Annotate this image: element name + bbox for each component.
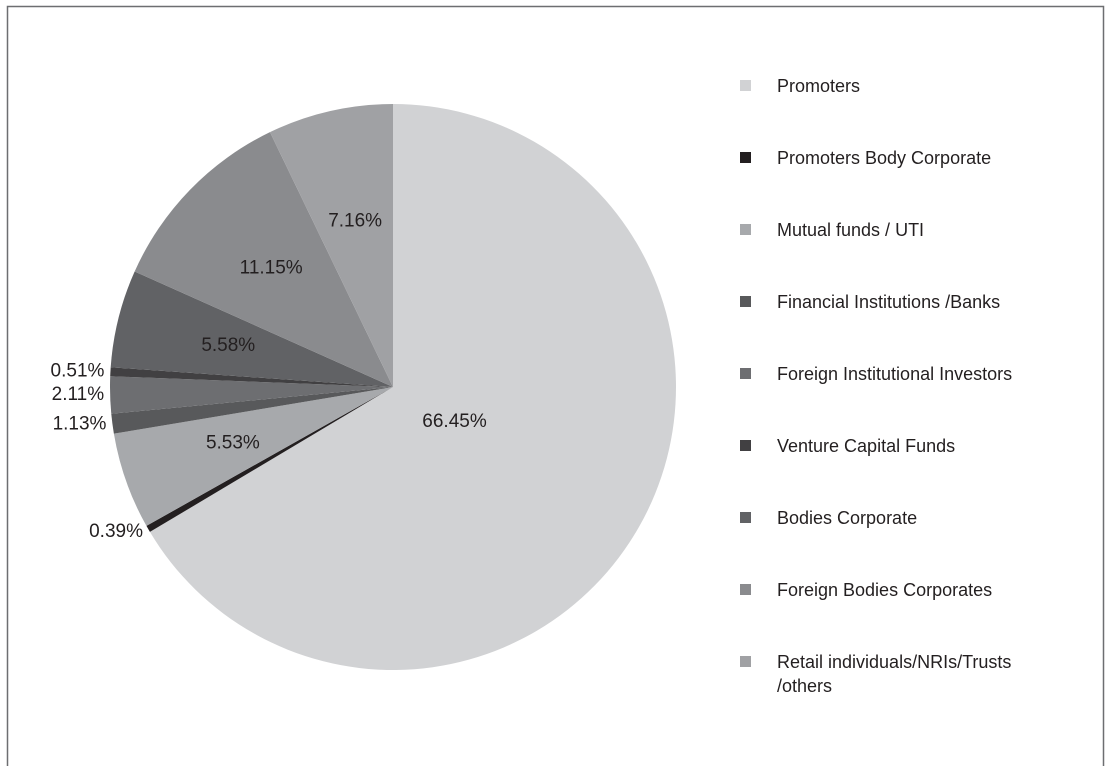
legend-label: Bodies Corporate bbox=[777, 508, 918, 528]
legend-swatch bbox=[740, 512, 751, 523]
legend-swatch bbox=[740, 368, 751, 379]
data-label: 11.15% bbox=[240, 258, 303, 279]
legend-item: Venture Capital Funds bbox=[740, 432, 1050, 504]
legend-item: Financial Institutions /Banks bbox=[740, 288, 1050, 360]
legend-item: Promoters Body Corporate bbox=[740, 144, 1050, 216]
legend-swatch bbox=[740, 440, 751, 451]
legend-swatch bbox=[740, 224, 751, 235]
data-label: 7.16% bbox=[328, 210, 382, 231]
legend-label: Retail individuals/NRIs/Trusts /others bbox=[777, 652, 1012, 696]
legend-label: Promoters Body Corporate bbox=[777, 148, 992, 168]
pie-slice bbox=[149, 104, 676, 670]
legend-label: Foreign Bodies Corporates bbox=[777, 580, 993, 600]
pie-slice bbox=[110, 271, 394, 387]
data-label: 66.45% bbox=[422, 411, 487, 432]
legend-swatch bbox=[740, 656, 751, 667]
pie-slice bbox=[110, 367, 393, 387]
data-label: 5.53% bbox=[206, 433, 260, 454]
legend-swatch bbox=[740, 80, 751, 91]
pie-slice bbox=[113, 387, 393, 526]
legend-item: Foreign Institutional Investors bbox=[740, 360, 1050, 432]
frame bbox=[6, 5, 1105, 766]
pie-slice bbox=[269, 104, 393, 387]
data-label: 1.13% bbox=[53, 414, 107, 435]
data-label: 2.11% bbox=[52, 384, 105, 405]
legend-label: Venture Capital Funds bbox=[777, 436, 956, 456]
legend-label: Foreign Institutional Investors bbox=[777, 364, 1013, 384]
pie-slice bbox=[146, 387, 393, 532]
data-label: 5.58% bbox=[201, 335, 255, 356]
legend-item: Retail individuals/NRIs/Trusts /others bbox=[740, 648, 1050, 720]
legend-swatch bbox=[740, 152, 751, 163]
pie-slice bbox=[134, 132, 393, 387]
legend-label: Promoters bbox=[777, 76, 861, 96]
legend-label: Financial Institutions /Banks bbox=[777, 292, 1001, 312]
legend-item: Foreign Bodies Corporates bbox=[740, 576, 1050, 648]
legend-label: Mutual funds / UTI bbox=[777, 220, 925, 240]
legend-item: Mutual funds / UTI bbox=[740, 216, 1050, 288]
legend-item: Bodies Corporate bbox=[740, 504, 1050, 576]
pie-slice bbox=[110, 376, 394, 414]
data-label: 0.51% bbox=[51, 360, 105, 381]
pie-slice bbox=[111, 387, 393, 434]
legend: Promoters Promoters Body Corporate Mutual … bbox=[740, 72, 1050, 720]
legend-swatch bbox=[740, 296, 751, 307]
data-label: 0.39% bbox=[89, 521, 143, 542]
legend-item: Promoters bbox=[740, 72, 1050, 144]
legend-swatch bbox=[740, 584, 751, 595]
